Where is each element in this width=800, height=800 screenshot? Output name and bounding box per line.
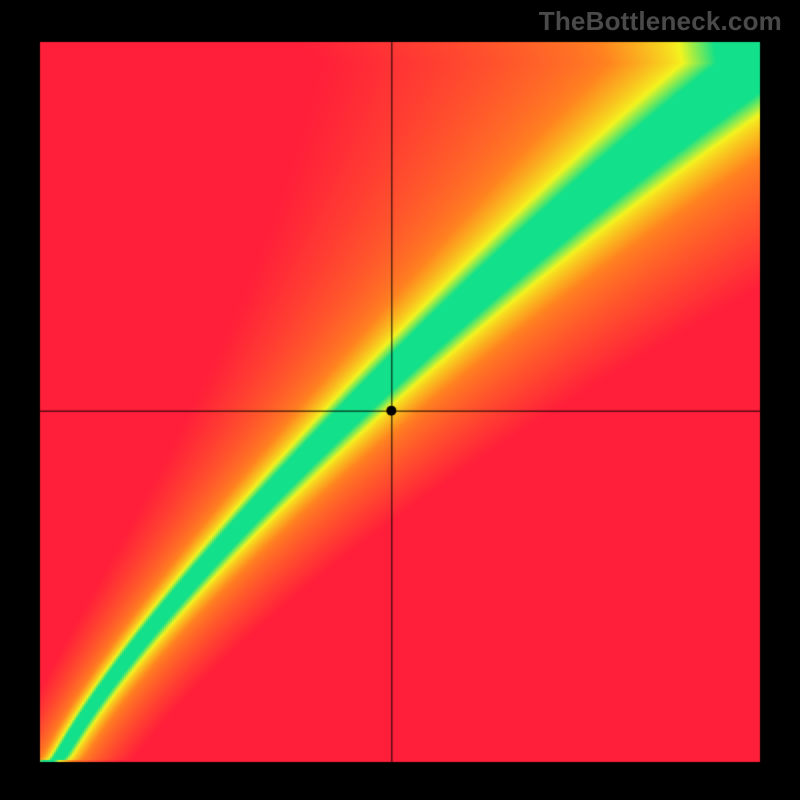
crosshair-overlay	[0, 0, 800, 800]
watermark-text: TheBottleneck.com	[539, 6, 782, 37]
chart-root: TheBottleneck.com	[0, 0, 800, 800]
